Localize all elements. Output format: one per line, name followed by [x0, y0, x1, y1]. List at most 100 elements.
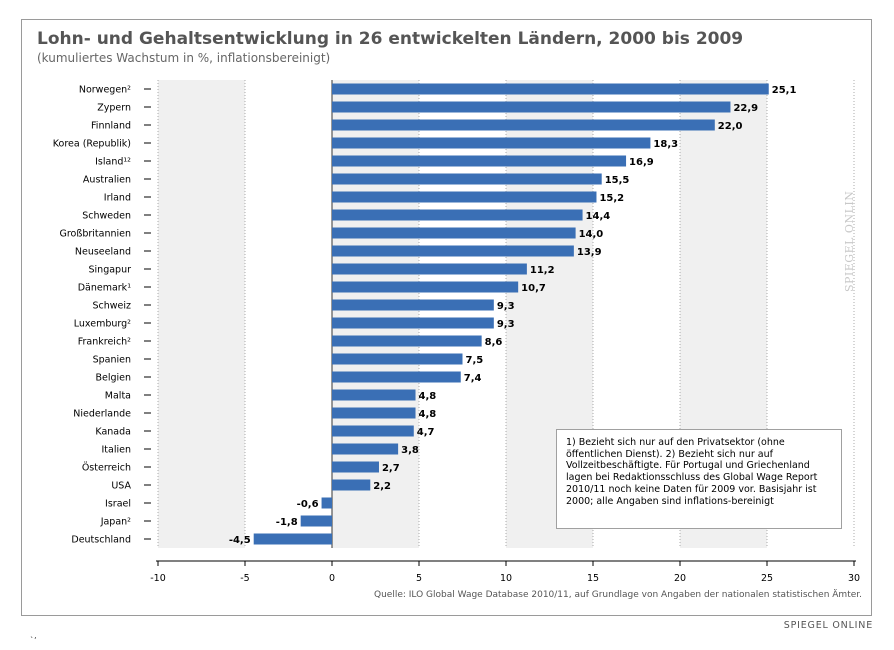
chart-subtitle: (kumuliertes Wachstum in %, inflationsbe…	[37, 51, 331, 65]
category-label: Korea (Republik)	[53, 139, 131, 150]
bar	[332, 245, 574, 257]
category-label: Japan²	[100, 517, 131, 528]
category-label: Deutschland	[71, 535, 131, 546]
bar	[332, 353, 463, 365]
x-tick-label: 5	[416, 573, 422, 584]
category-label: Island¹²	[95, 157, 131, 168]
value-label: 16,9	[629, 157, 654, 168]
x-tick-label: 25	[761, 573, 773, 584]
x-tick-label: 0	[329, 573, 335, 584]
category-label: Italien	[102, 445, 132, 456]
category-label: Schweiz	[92, 301, 131, 312]
category-label: Großbritannien	[59, 229, 131, 240]
value-label: 2,2	[373, 481, 391, 492]
value-label: 22,9	[733, 103, 758, 114]
value-label: 13,9	[577, 247, 602, 258]
bar	[332, 299, 494, 311]
chart-title: Lohn- und Gehaltsentwicklung in 26 entwi…	[37, 29, 744, 49]
value-label: 25,1	[772, 85, 797, 96]
bar	[332, 137, 651, 149]
x-tick-label: -10	[150, 573, 166, 584]
background-band	[332, 80, 419, 548]
bar	[332, 101, 731, 113]
bar	[332, 479, 371, 491]
bar	[253, 533, 332, 545]
bar	[332, 155, 627, 167]
value-label: 11,2	[530, 265, 555, 276]
x-tick-label: -5	[240, 573, 249, 584]
x-axis: -10 -5 0 5 10 15 20 25 30	[150, 560, 860, 584]
bar	[321, 497, 332, 509]
category-label: Irland	[104, 193, 131, 204]
value-label: 9,3	[497, 319, 515, 330]
x-tick-label: 15	[587, 573, 599, 584]
background-band	[158, 80, 245, 548]
chart-frame	[21, 19, 872, 616]
value-label: -0,6	[297, 499, 319, 510]
bar	[332, 281, 519, 293]
value-labels: 25,1 22,9 22,0 18,3 16,9 15,5 15,2 14,4 14,0 13,9…	[229, 85, 797, 546]
category-label: Norwegen²	[79, 85, 131, 96]
x-tick-label: 30	[848, 573, 860, 584]
brand-label: SPIEGEL ONLINE	[783, 620, 873, 631]
bar	[332, 443, 399, 455]
value-label: 3,8	[401, 445, 419, 456]
bar	[332, 335, 482, 347]
bar	[332, 407, 416, 419]
category-label: Neuseeland	[75, 247, 131, 258]
bar	[332, 83, 769, 95]
bar	[332, 371, 461, 383]
category-label: USA	[111, 481, 131, 492]
category-label: Frankreich²	[78, 337, 131, 348]
value-label: 15,2	[599, 193, 624, 204]
stray-mark: `ʼ	[30, 636, 37, 645]
value-label: 9,3	[497, 301, 515, 312]
x-tick-label: 20	[674, 573, 686, 584]
bar	[332, 389, 416, 401]
value-label: 4,8	[419, 409, 437, 420]
value-label: 2,7	[382, 463, 400, 474]
category-label: Kanada	[95, 427, 131, 438]
value-label: -1,8	[276, 517, 298, 528]
value-label: -4,5	[229, 535, 251, 546]
value-label: 14,0	[579, 229, 604, 240]
value-label: 4,7	[417, 427, 435, 438]
bar	[332, 209, 583, 221]
category-label: Belgien	[95, 373, 131, 384]
x-tick-label: 10	[500, 573, 512, 584]
category-label: Luxemburg²	[74, 319, 131, 330]
bar	[332, 227, 576, 239]
category-label: Australien	[83, 175, 131, 186]
footnote-box: 1) Bezieht sich nur auf den Privatsektor…	[556, 429, 842, 529]
value-label: 22,0	[718, 121, 743, 132]
bar	[332, 317, 494, 329]
bar	[332, 461, 379, 473]
watermark-logo: SPIEGEL ONLINE	[843, 190, 856, 292]
value-label: 18,3	[653, 139, 678, 150]
category-label: Österreich	[82, 463, 131, 474]
category-label: Malta	[105, 391, 131, 402]
value-label: 14,4	[586, 211, 611, 222]
value-label: 7,4	[464, 373, 482, 384]
category-label: Singapur	[89, 265, 132, 276]
value-label: 8,6	[485, 337, 503, 348]
category-labels: Norwegen² Zypern Finnland Korea (Republik) I…	[53, 85, 151, 546]
bar	[300, 515, 332, 527]
bars	[253, 83, 769, 545]
category-label: Schweden	[82, 211, 131, 222]
bar	[332, 173, 602, 185]
value-label: 4,8	[419, 391, 437, 402]
value-label: 10,7	[521, 283, 546, 294]
category-label: Finnland	[91, 121, 131, 132]
watermark-text: SPIEGEL ONLINE	[843, 190, 856, 292]
category-label: Dänemark¹	[78, 283, 131, 294]
category-label: Israel	[105, 499, 131, 510]
category-label: Zypern	[97, 103, 131, 114]
source-note: Quelle: ILO Global Wage Database 2010/11…	[374, 590, 862, 600]
bar	[332, 119, 715, 131]
bar	[332, 425, 414, 437]
value-label: 7,5	[466, 355, 484, 366]
category-label: Spanien	[93, 355, 131, 366]
category-label: Niederlande	[73, 409, 131, 420]
